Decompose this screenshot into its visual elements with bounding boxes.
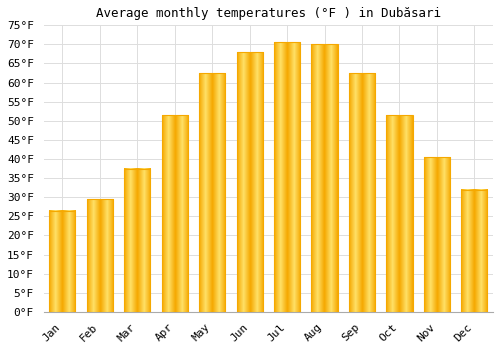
Bar	[199, 73, 226, 312]
Bar	[50, 211, 76, 312]
Bar	[236, 52, 262, 312]
Bar	[386, 115, 412, 312]
Bar	[424, 157, 450, 312]
Title: Average monthly temperatures (°F ) in Dubăsari: Average monthly temperatures (°F ) in Du…	[96, 7, 441, 20]
Bar	[162, 115, 188, 312]
Bar	[124, 169, 150, 312]
Bar	[86, 199, 113, 312]
Bar	[349, 73, 375, 312]
Bar	[274, 42, 300, 312]
Bar	[461, 190, 487, 312]
Bar	[312, 44, 338, 312]
